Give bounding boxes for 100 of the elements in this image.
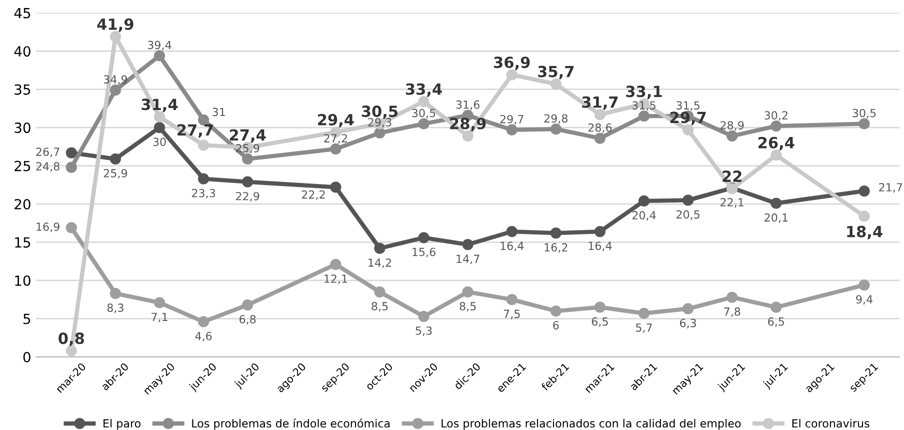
- point: [66, 162, 77, 173]
- data-label: 30,5: [852, 108, 876, 118]
- point: [726, 130, 738, 142]
- point: [374, 127, 386, 138]
- y-tick-label: 10: [15, 275, 30, 286]
- point: [550, 305, 562, 317]
- data-label: 29,3: [368, 118, 392, 128]
- data-label: 22,2: [302, 190, 325, 200]
- data-label: 30,5: [362, 106, 398, 120]
- data-label: 31,7: [582, 96, 618, 110]
- point: [638, 195, 650, 207]
- data-label: 33,4: [406, 83, 442, 97]
- data-label: 28,6: [588, 123, 612, 133]
- data-label: 31,6: [456, 100, 480, 110]
- data-label: 27,7: [178, 124, 213, 138]
- data-label: 7,8: [724, 307, 740, 317]
- data-label: 25,9: [236, 144, 260, 154]
- y-tick-label: 35: [14, 84, 30, 95]
- data-label: 16,9: [36, 222, 60, 232]
- y-tick-label: 45: [14, 8, 30, 18]
- point: [198, 140, 210, 151]
- point: [330, 182, 342, 193]
- point: [550, 228, 562, 239]
- data-label: 8,5: [372, 302, 388, 312]
- data-label: 23,3: [192, 188, 216, 198]
- y-tick-label: 30: [14, 122, 30, 134]
- legend-label: El paro: [104, 418, 140, 430]
- data-label: 16,4: [588, 242, 612, 252]
- data-label: 27,2: [324, 134, 347, 144]
- point: [462, 286, 474, 298]
- data-label: 6,3: [680, 318, 696, 328]
- point: [550, 124, 562, 135]
- point: [462, 238, 474, 250]
- point: [770, 150, 782, 161]
- point: [66, 222, 77, 234]
- point: [66, 345, 77, 356]
- point: [594, 226, 606, 238]
- point: [418, 232, 430, 244]
- data-label: 14,2: [368, 258, 391, 268]
- data-label: 39,4: [148, 40, 172, 50]
- point: [594, 132, 606, 144]
- legend-label: Los problemas de índole económica: [192, 418, 390, 430]
- point: [110, 288, 121, 300]
- point: [198, 173, 210, 184]
- point: [374, 242, 386, 254]
- y-tick-label: 20: [14, 198, 30, 210]
- point: [726, 292, 738, 303]
- point: [770, 120, 782, 132]
- point: [330, 258, 342, 270]
- point: [110, 153, 121, 164]
- data-label: 6: [553, 321, 559, 330]
- data-label: 30: [153, 138, 166, 146]
- data-label: 4,6: [195, 332, 212, 342]
- data-label: 34,9: [104, 75, 128, 85]
- data-label: 16,2: [544, 243, 568, 253]
- data-label: 6,5: [768, 317, 784, 327]
- point: [242, 299, 254, 310]
- point: [594, 109, 606, 120]
- point: [330, 143, 342, 155]
- point: [242, 176, 254, 188]
- data-label: 20,4: [632, 211, 656, 221]
- point: [110, 31, 121, 42]
- data-label: 7,1: [152, 312, 168, 322]
- data-label: 20,5: [676, 210, 700, 220]
- data-label: 22,9: [236, 192, 260, 202]
- point: [154, 122, 166, 134]
- point: [66, 147, 77, 158]
- y-tick-label: 25: [14, 160, 30, 172]
- point: [858, 185, 870, 197]
- data-label: 5,3: [416, 326, 432, 336]
- data-label: 30,5: [412, 108, 436, 118]
- data-label: 29,8: [544, 114, 568, 124]
- data-label: 41,9: [97, 18, 134, 32]
- data-label: 28,9: [720, 121, 744, 131]
- y-tick-label: 40: [14, 46, 30, 57]
- data-label: 31,5: [676, 101, 700, 111]
- point: [682, 194, 694, 206]
- data-label: 9,4: [856, 295, 872, 305]
- data-label: 5,7: [636, 324, 652, 333]
- y-tick-label: 5: [24, 314, 30, 324]
- data-label: 21,7: [879, 183, 902, 193]
- point: [242, 153, 254, 164]
- data-label: 14,7: [456, 254, 480, 264]
- point: [418, 118, 430, 130]
- point: [110, 84, 121, 96]
- data-label: 25,9: [104, 169, 128, 179]
- point: [506, 294, 518, 306]
- data-label: 36,9: [494, 56, 530, 70]
- point: [506, 226, 518, 238]
- data-label: 22,1: [720, 198, 744, 208]
- data-label: 18,4: [847, 226, 882, 240]
- data-label: 20,1: [764, 213, 788, 223]
- point: [154, 297, 166, 308]
- data-label: 35,7: [538, 66, 574, 80]
- data-label: 28,9: [450, 118, 486, 132]
- y-tick-label: 0: [23, 352, 30, 362]
- data-label: 0,8: [58, 332, 84, 346]
- data-label: 29,7: [670, 112, 706, 126]
- point: [638, 110, 650, 122]
- data-label: 33,1: [626, 86, 662, 100]
